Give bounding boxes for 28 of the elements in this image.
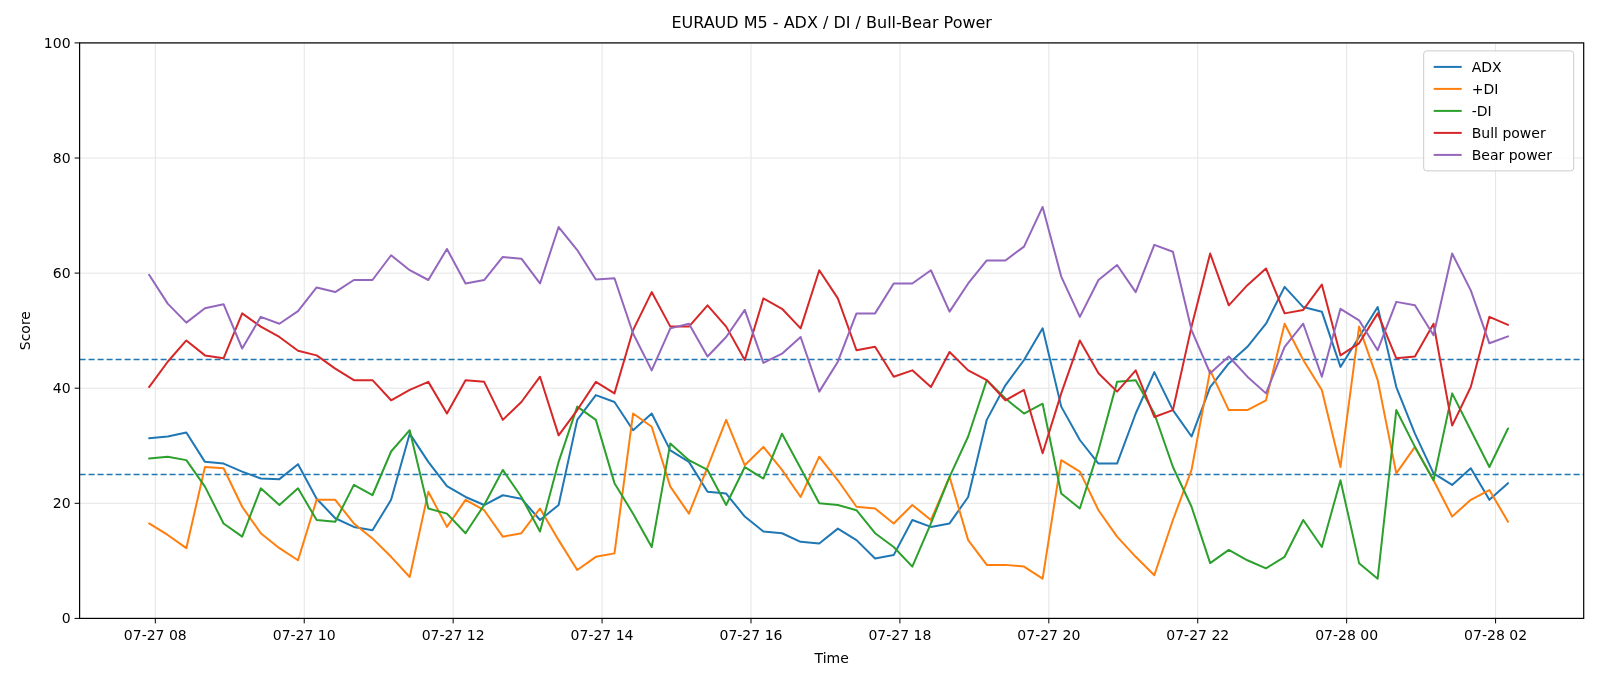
legend-label: Bull power	[1471, 124, 1546, 141]
legend-label: +DI	[1471, 80, 1499, 97]
y-tick-label: 0	[61, 610, 71, 627]
y-tick-label: 20	[52, 495, 71, 512]
y-tick-label: 80	[52, 149, 71, 166]
x-tick-label: 07-27 20	[1017, 627, 1081, 644]
y-tick-label: 40	[52, 380, 71, 397]
x-tick-label: 07-27 22	[1166, 627, 1230, 644]
x-tick-label: 07-27 18	[868, 627, 932, 644]
line-series	[148, 379, 1509, 580]
x-axis-title: Time	[813, 650, 849, 667]
y-tick-label: 60	[52, 265, 71, 281]
line-series	[148, 205, 1509, 395]
y-tick-label: 100	[43, 34, 71, 51]
y-axis-title: Score	[16, 311, 33, 351]
x-tick-label: 07-27 14	[570, 627, 634, 644]
x-tick-label: 07-27 08	[123, 627, 187, 644]
line-series	[148, 322, 1509, 580]
legend-label: Bear power	[1471, 146, 1553, 163]
chart-title: EURAUD M5 - ADX / DI / Bull-Bear Power	[671, 13, 993, 32]
x-tick-label: 07-28 00	[1315, 627, 1379, 644]
legend-label: -DI	[1471, 102, 1492, 119]
legend-label: ADX	[1471, 58, 1503, 75]
x-tick-label: 07-28 02	[1464, 627, 1528, 644]
line-series	[148, 252, 1509, 455]
x-tick-label: 07-27 16	[719, 627, 783, 644]
x-tick-label: 07-27 12	[421, 627, 485, 644]
x-tick-label: 07-27 10	[272, 627, 336, 644]
